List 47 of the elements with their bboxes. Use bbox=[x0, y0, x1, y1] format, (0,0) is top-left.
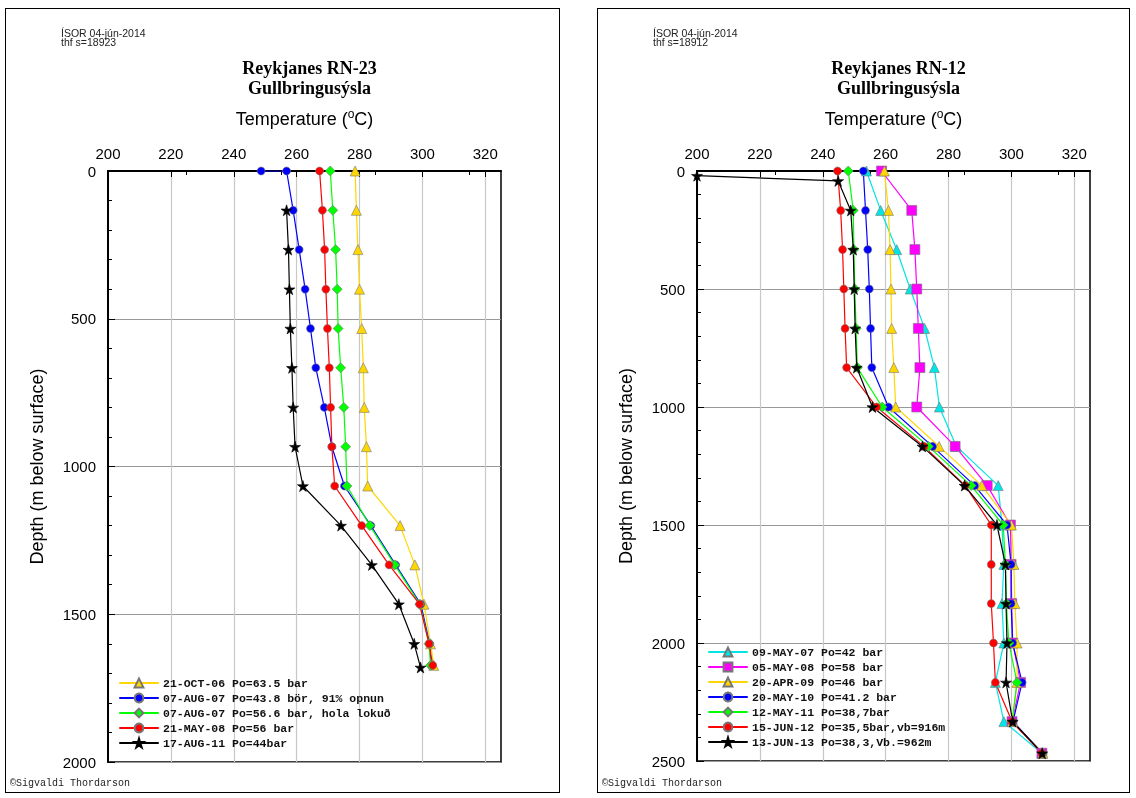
text: ÍSOR 04-jún-2014 thf s=18923 bbox=[61, 26, 146, 48]
legend-label: 07-AUG-07 Po=56.6 bar, hola lokuð bbox=[163, 706, 391, 720]
x-tick-label: 200 bbox=[95, 145, 121, 162]
y-tick-label: 1500 bbox=[62, 605, 96, 623]
y-tick-label: 500 bbox=[70, 310, 96, 328]
x-tick-label: 280 bbox=[936, 145, 962, 162]
chart-subtitle: Gullbringusýsla bbox=[836, 78, 961, 98]
legend-label: 21-MAY-08 Po=56 bar bbox=[163, 721, 295, 735]
x-tick-label: 320 bbox=[1061, 145, 1087, 162]
chart-title: Reykjanes RN-12 bbox=[831, 58, 966, 78]
x-tick-label: 300 bbox=[409, 145, 435, 162]
text: ©Sigvaldi Thordarson bbox=[602, 777, 723, 789]
y-tick-label: 2000 bbox=[62, 753, 96, 771]
y-tick-label: 0 bbox=[676, 162, 685, 180]
x-tick-label: 240 bbox=[221, 145, 247, 162]
x-tick-label: 200 bbox=[684, 145, 710, 162]
y-tick-label: 1000 bbox=[651, 398, 685, 416]
x-tick-label: 260 bbox=[873, 145, 899, 162]
y-tick-label: 0 bbox=[87, 162, 96, 180]
legend-label: 17-AUG-11 Po=44bar bbox=[163, 736, 288, 750]
x-tick-label: 220 bbox=[747, 145, 773, 162]
y-axis-title: Depth (m below surface) bbox=[616, 367, 636, 565]
text: ÍSOR 04-jún-2014 thf s=18912 bbox=[653, 26, 738, 48]
y-tick-label: 2000 bbox=[651, 634, 685, 652]
legend-label: 15-JUN-12 Po=35,5bar,vb=916m bbox=[752, 720, 946, 734]
chart-title: Reykjanes RN-23 bbox=[242, 58, 377, 78]
x-tick-label: 320 bbox=[472, 145, 498, 162]
legend-label: 13-JUN-13 Po=38,3,Vb.=962m bbox=[752, 735, 932, 749]
legend-label: 12-MAY-11 Po=38,7bar bbox=[752, 705, 891, 719]
x-tick-label: 240 bbox=[810, 145, 836, 162]
y-tick-label: 500 bbox=[659, 280, 685, 298]
legend-label: 05-MAY-08 Po=58 bar bbox=[752, 660, 884, 674]
text: ©Sigvaldi Thordarson bbox=[10, 777, 131, 789]
legend-label: 09-MAY-07 Po=42 bar bbox=[752, 645, 884, 659]
chart-subtitle: Gullbringusýsla bbox=[247, 78, 372, 98]
y-axis-title: Depth (m below surface) bbox=[27, 368, 47, 565]
legend-label: 21-OCT-06 Po=63.5 bar bbox=[163, 676, 309, 690]
legend-label: 20-MAY-10 Po=41.2 bar bbox=[752, 690, 898, 704]
y-tick-label: 1000 bbox=[62, 458, 96, 475]
x-tick-label: 300 bbox=[998, 145, 1024, 162]
legend-label: 20-APR-09 Po=46 bar bbox=[752, 675, 884, 689]
y-tick-label: 2500 bbox=[651, 752, 685, 770]
x-tick-label: 260 bbox=[284, 145, 310, 162]
x-tick-label: 280 bbox=[347, 145, 373, 162]
legend-label: 07-AUG-07 Po=43.8 bör, 91% opnun bbox=[163, 691, 384, 705]
y-tick-label: 1500 bbox=[651, 516, 685, 534]
x-tick-label: 220 bbox=[158, 145, 184, 162]
